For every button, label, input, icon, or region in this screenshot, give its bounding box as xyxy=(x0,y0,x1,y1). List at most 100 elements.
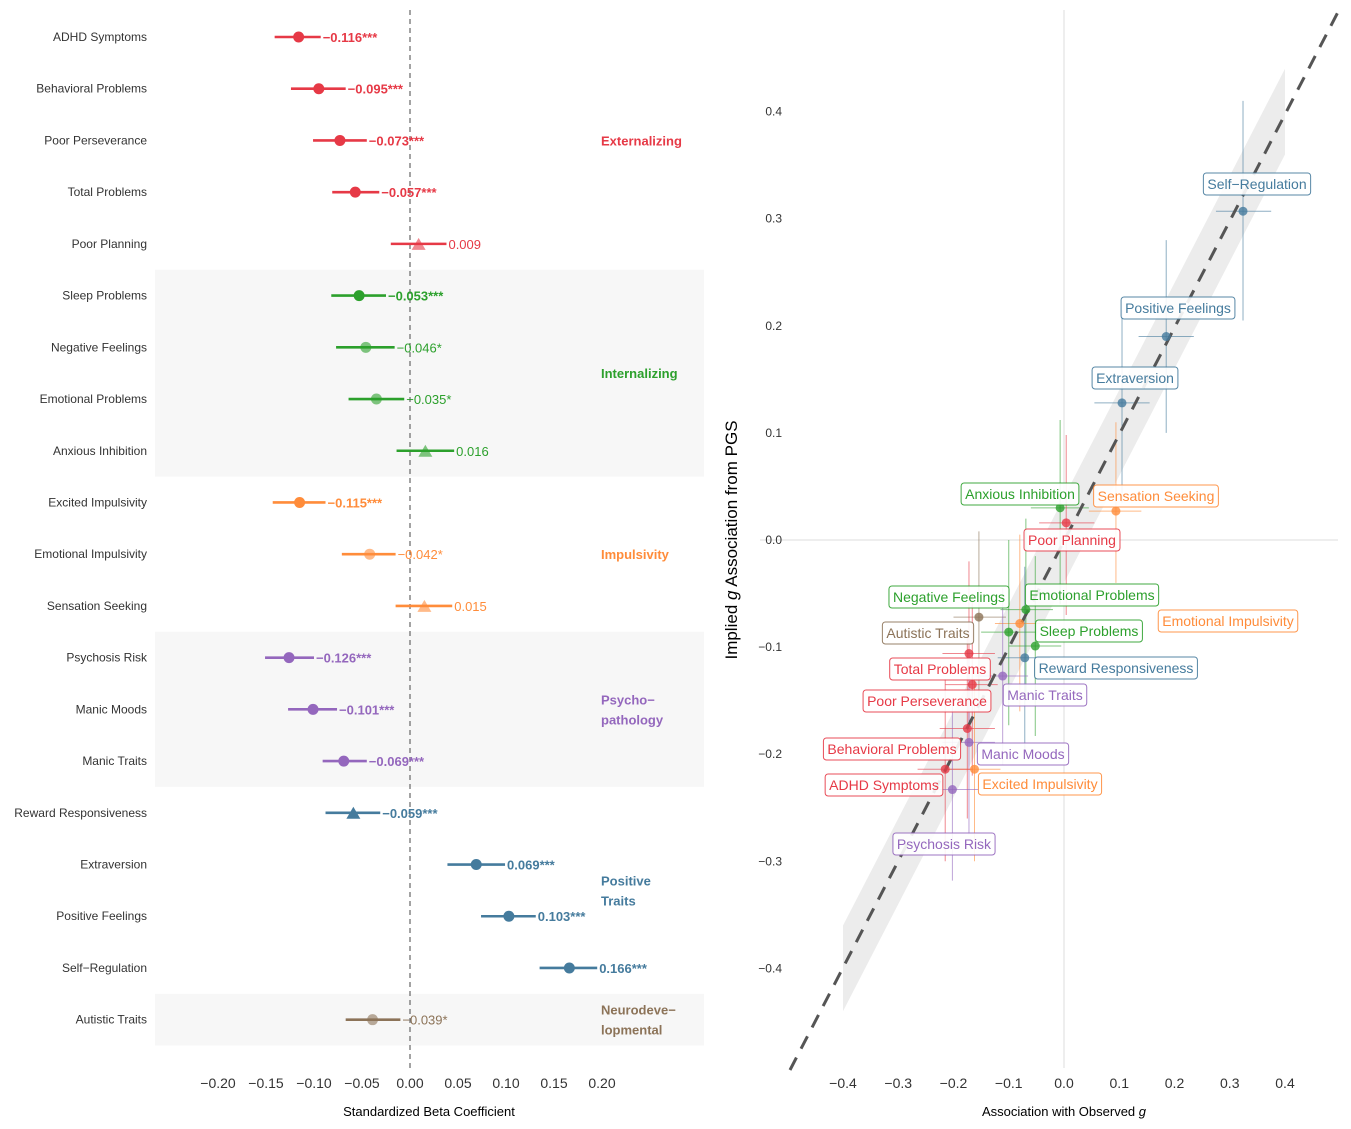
point-estimate xyxy=(349,186,361,198)
point-label: Negative Feelings xyxy=(888,585,1010,609)
label-text: Sleep Problems xyxy=(1040,623,1139,639)
value-label: 0.016 xyxy=(456,444,489,459)
point-label: Reward Responsiveness xyxy=(1034,656,1198,680)
row-label: Anxious Inhibition xyxy=(53,444,147,458)
value-label: −0.116*** xyxy=(323,30,379,45)
label-box xyxy=(977,772,1103,796)
x-tick-label: −0.05 xyxy=(344,1075,380,1091)
point-label: Sleep Problems xyxy=(1035,619,1143,643)
label-text: Emotional Impulsivity xyxy=(1162,613,1294,629)
point-estimate xyxy=(294,496,306,508)
label-box xyxy=(1035,619,1143,643)
point-label: Sensation Seeking xyxy=(1093,484,1219,508)
row-label: Total Problems xyxy=(68,185,147,199)
point-label: Behavioral Problems xyxy=(822,737,962,761)
label-box xyxy=(1093,484,1219,508)
label-box xyxy=(862,689,992,713)
label-box xyxy=(976,742,1070,766)
value-label: −0.053*** xyxy=(388,289,444,304)
row-label: Manic Traits xyxy=(82,754,147,768)
point-label: Poor Planning xyxy=(1023,528,1121,552)
x-tick-label: 0.15 xyxy=(540,1075,567,1091)
x-tick-label: 0.0 xyxy=(1054,1075,1074,1091)
x-title-part: Association with Observed xyxy=(982,1104,1139,1119)
label-box xyxy=(1120,296,1236,320)
x-tick-label: −0.3 xyxy=(884,1075,912,1091)
group-band xyxy=(155,993,704,1046)
point-label: Self−Regulation xyxy=(1202,172,1312,196)
x-title-g: g xyxy=(1139,1104,1147,1119)
x-tick-label: 0.20 xyxy=(588,1075,615,1091)
label-text: Total Problems xyxy=(894,661,987,677)
scatter-point xyxy=(964,649,974,659)
point-label: Manic Traits xyxy=(1002,683,1088,707)
label-box xyxy=(1202,172,1312,196)
label-text: ADHD Symptoms xyxy=(829,777,939,793)
point-estimate xyxy=(360,341,372,353)
x-tick-label: 0.2 xyxy=(1165,1075,1185,1091)
x-tick-label: 0.3 xyxy=(1220,1075,1240,1091)
point-label: Total Problems xyxy=(889,657,991,681)
value-label: −0.046* xyxy=(397,340,442,355)
point-label: Anxious Inhibition xyxy=(960,482,1080,506)
point-label: Psychosis Risk xyxy=(892,832,996,856)
point-label: Extraversion xyxy=(1091,366,1179,390)
value-label: −0.057*** xyxy=(381,185,437,200)
x-tick-label: 0.1 xyxy=(1110,1075,1130,1091)
scatter-point xyxy=(1004,627,1014,637)
value-label: −0.042* xyxy=(398,547,443,562)
point-label: Emotional Impulsivity xyxy=(1157,609,1299,633)
scatter-y-axis-title: Implied g Association from PGS xyxy=(722,420,741,659)
row-label: Poor Perseverance xyxy=(44,133,147,147)
group-label: lopmental xyxy=(601,1023,662,1038)
label-text: Negative Feelings xyxy=(893,589,1005,605)
scatter-point xyxy=(1055,503,1065,513)
point-label: Manic Moods xyxy=(976,742,1070,766)
scatter-point xyxy=(1061,518,1071,528)
scatter-point xyxy=(1030,641,1040,651)
point-estimate xyxy=(283,652,295,664)
label-text: Poor Planning xyxy=(1028,532,1116,548)
point-label: ADHD Symptoms xyxy=(824,773,944,797)
y-title-part1: Implied xyxy=(722,600,741,660)
forest-plot-panel: Externalizing Internalizing Impulsivity Psy… xyxy=(14,10,704,1091)
row-label: Negative Feelings xyxy=(51,340,147,354)
label-box xyxy=(889,657,991,681)
y-tick-label: −0.2 xyxy=(758,747,782,761)
scatter-point xyxy=(1111,506,1121,516)
point-label: Emotional Problems xyxy=(1024,583,1160,607)
value-label: −0.059*** xyxy=(382,806,438,821)
label-text: Sensation Seeking xyxy=(1098,488,1215,504)
x-tick-label: −0.10 xyxy=(296,1075,332,1091)
group-label: Neurodeve− xyxy=(601,1003,676,1018)
value-label: 0.103*** xyxy=(538,909,587,924)
scatter-point xyxy=(1020,653,1030,663)
label-text: Psychosis Risk xyxy=(897,836,992,852)
label-text: Behavioral Problems xyxy=(827,741,956,757)
scatter-point xyxy=(1117,398,1127,408)
value-label: −0.073*** xyxy=(369,133,425,148)
group-label: Traits xyxy=(601,893,636,908)
point-triangle xyxy=(417,599,432,612)
point-estimate xyxy=(338,755,350,767)
row-label: Self−Regulation xyxy=(62,961,147,975)
row-label: Emotional Problems xyxy=(40,392,147,406)
scatter-point xyxy=(1161,332,1171,342)
row-label: Poor Planning xyxy=(72,237,147,251)
value-label: 0.166*** xyxy=(599,961,648,976)
value-label: 0.015 xyxy=(454,599,487,614)
x-tick-label: 0.4 xyxy=(1275,1075,1295,1091)
row-label: Behavioral Problems xyxy=(36,82,147,96)
x-tick-label: −0.1 xyxy=(995,1075,1023,1091)
value-label: −0.126*** xyxy=(316,651,372,666)
row-label: Autistic Traits xyxy=(76,1013,147,1027)
scatter-x-axis-title: Association with Observed g xyxy=(982,1104,1147,1119)
point-estimate xyxy=(334,134,346,146)
label-box xyxy=(960,482,1080,506)
label-text: Autistic Traits xyxy=(886,625,969,641)
label-box xyxy=(881,621,975,645)
label-text: Anxious Inhibition xyxy=(965,486,1075,502)
row-label: ADHD Symptoms xyxy=(53,30,147,44)
scatter-point xyxy=(964,737,974,747)
